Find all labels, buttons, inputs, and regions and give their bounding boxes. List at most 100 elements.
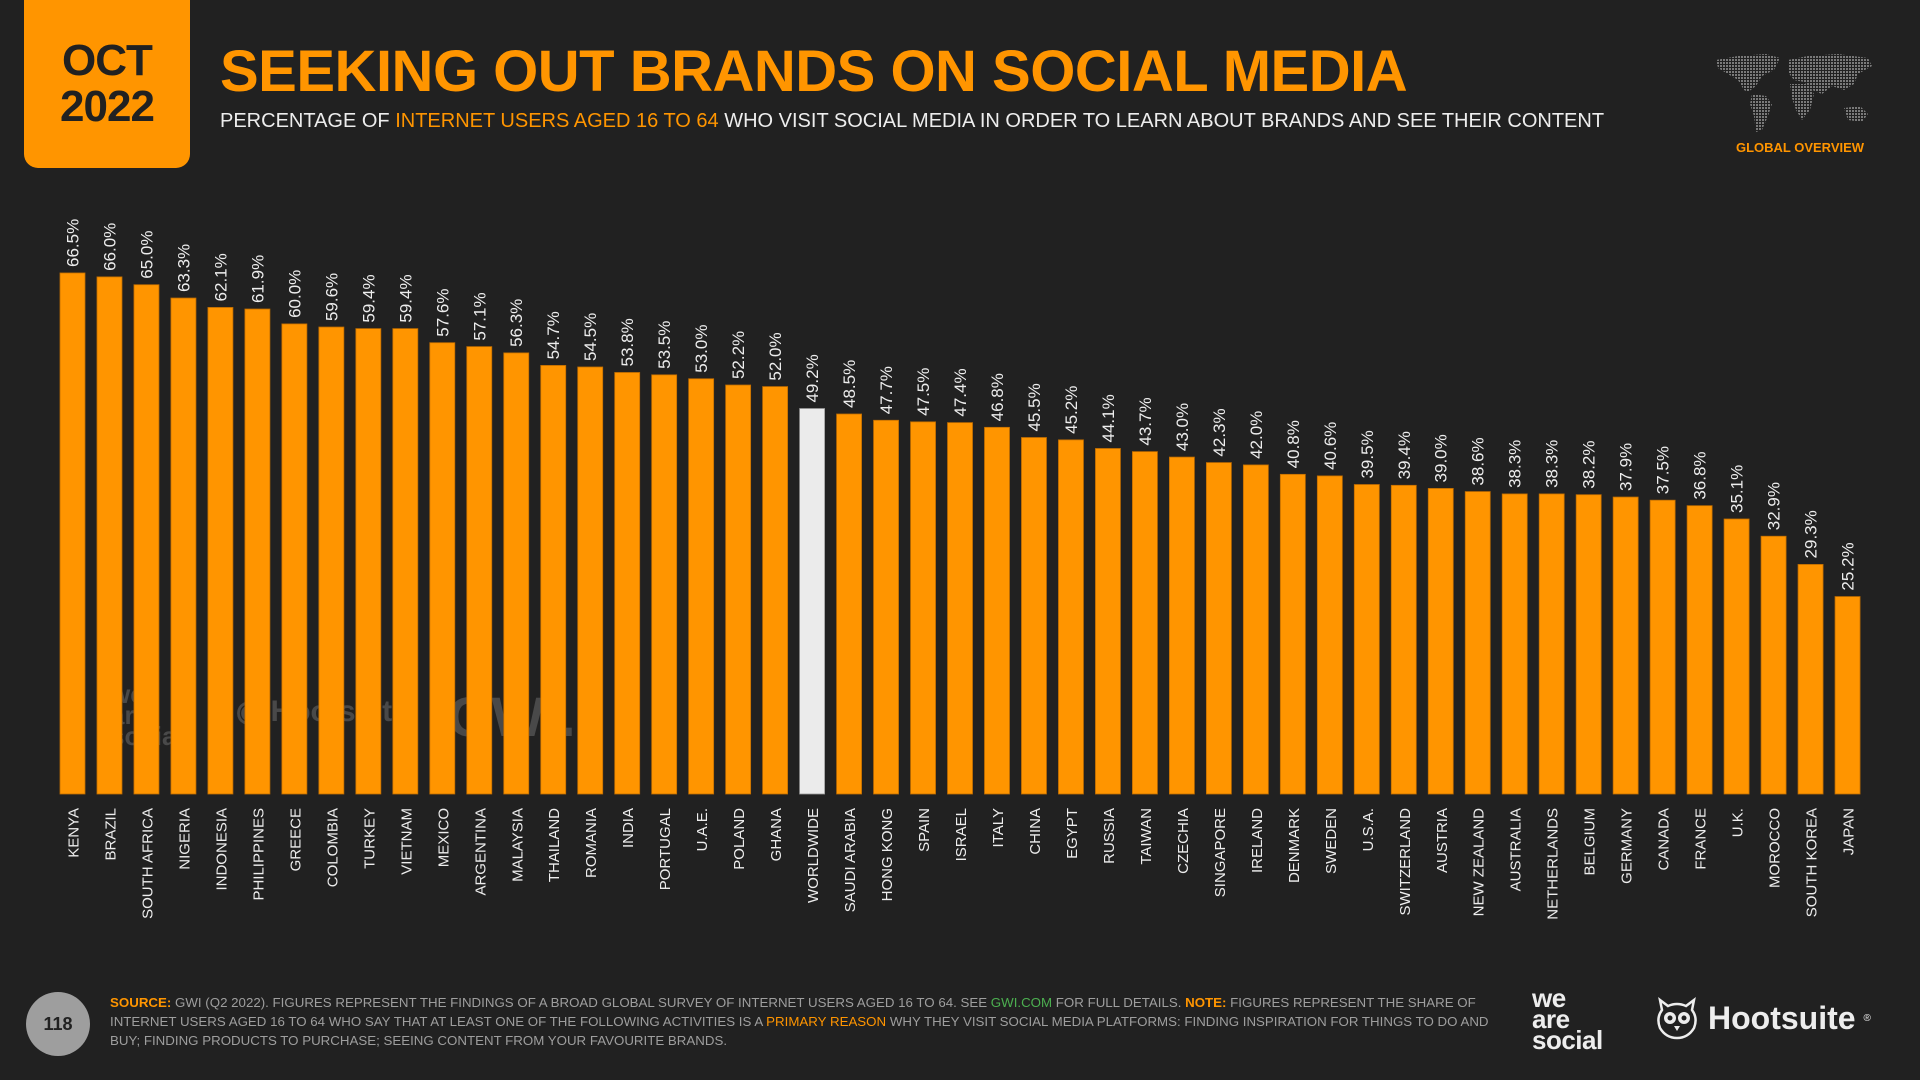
category-label: JAPAN [1841, 808, 1858, 855]
bar-u-a-e [688, 378, 715, 795]
category-label: SWITZERLAND [1397, 808, 1414, 916]
value-label: 38.6% [1469, 437, 1488, 485]
value-label: 44.1% [1099, 394, 1118, 442]
bar-indonesia [207, 307, 234, 795]
category-label: RUSSIA [1101, 808, 1118, 864]
bar-austria [1427, 488, 1454, 795]
hootsuite-logo: Hootsuite ® [1654, 996, 1871, 1040]
value-label: 38.2% [1580, 440, 1599, 488]
bar-new-zealand [1464, 491, 1491, 795]
category-label: MALAYSIA [509, 808, 526, 882]
value-label: 37.5% [1654, 446, 1673, 494]
bar-russia [1095, 448, 1121, 795]
value-label: 29.3% [1802, 510, 1821, 558]
bar-denmark [1279, 473, 1306, 795]
category-label: SWEDEN [1323, 808, 1340, 874]
value-label: 46.8% [988, 373, 1007, 421]
value-label: 59.4% [396, 274, 415, 322]
value-label: 43.0% [1173, 403, 1192, 451]
category-label: NIGERIA [176, 808, 193, 870]
category-label: CANADA [1656, 808, 1673, 871]
page-title: SEEKING OUT BRANDS ON SOCIAL MEDIA [220, 39, 1408, 104]
category-label: U.S.A. [1360, 808, 1377, 851]
category-label: SOUTH AFRICA [139, 808, 156, 919]
bar-morocco [1760, 535, 1787, 795]
bar-japan [1834, 596, 1861, 795]
value-label: 32.9% [1765, 482, 1784, 530]
category-label: SPAIN [916, 808, 933, 852]
bar-u-k [1723, 518, 1750, 795]
value-label: 45.5% [1025, 383, 1044, 431]
bar-nigeria [170, 297, 197, 795]
category-label: GHANA [768, 808, 785, 861]
category-label: AUSTRIA [1434, 808, 1451, 873]
bar-worldwide [799, 408, 825, 795]
category-label: ISRAEL [953, 808, 970, 861]
bar-mexico [429, 342, 456, 795]
source-label: SOURCE: [110, 995, 172, 1010]
bar-ghana [762, 386, 789, 795]
bar-south-africa [133, 284, 160, 795]
category-label: DENMARK [1286, 808, 1303, 883]
category-label: INDIA [620, 808, 637, 848]
value-label: 49.2% [803, 354, 822, 402]
bar-turkey [355, 328, 382, 795]
category-label: BRAZIL [102, 808, 119, 861]
value-label: 42.0% [1247, 411, 1266, 459]
value-label: 35.1% [1728, 465, 1747, 513]
value-label: 62.1% [211, 253, 230, 301]
category-label: WORLDWIDE [805, 808, 822, 903]
category-label: U.K. [1730, 808, 1747, 837]
category-label: CHINA [1027, 808, 1044, 855]
bar-chart: 66.5% KENYA 66.0% BRAZIL 65.0% SOUTH AFRICA 63… [59, 219, 1861, 920]
category-label: KENYA [66, 808, 83, 858]
category-label: FRANCE [1693, 808, 1710, 870]
category-label: NEW ZEALAND [1471, 808, 1488, 917]
bar-vietnam [392, 328, 419, 795]
bar-czechia [1169, 456, 1195, 795]
note-highlight: PRIMARY REASON [766, 1014, 887, 1029]
category-label: AUSTRALIA [1508, 808, 1525, 891]
value-label: 56.3% [507, 299, 526, 347]
value-label: 47.5% [914, 368, 933, 416]
value-label: 65.0% [137, 231, 156, 279]
value-label: 39.4% [1395, 431, 1414, 479]
category-label: SOUTH KOREA [1804, 808, 1821, 917]
bar-philippines [244, 308, 271, 795]
date-badge: OCT 2022 [24, 0, 190, 168]
value-label: 38.3% [1506, 440, 1525, 488]
value-label: 25.2% [1839, 542, 1858, 590]
bar-saudi-arabia [836, 413, 862, 795]
category-label: GERMANY [1619, 808, 1636, 884]
bar-israel [947, 422, 973, 795]
value-label: 38.3% [1543, 440, 1562, 488]
bar-canada [1649, 499, 1676, 795]
bar-australia [1501, 493, 1528, 795]
date-year: 2022 [60, 82, 155, 131]
value-label: 45.2% [1062, 386, 1081, 434]
category-label: MOROCCO [1767, 808, 1784, 888]
value-label: 43.7% [1136, 397, 1155, 445]
subtitle-pre: PERCENTAGE OF [220, 110, 396, 132]
bar-spain [910, 421, 936, 795]
category-label: POLAND [731, 808, 748, 870]
category-label: THAILAND [546, 808, 563, 882]
category-label: HONG KONG [879, 808, 896, 901]
bar-netherlands [1538, 493, 1565, 795]
section-label: GLOBAL OVERVIEW [1735, 140, 1865, 155]
bar-greece [281, 323, 308, 795]
value-label: 39.0% [1432, 434, 1451, 482]
page-number: 118 [26, 992, 90, 1056]
source-link[interactable]: GWI.COM [990, 995, 1053, 1010]
date-month: OCT [62, 36, 153, 85]
value-label: 63.3% [174, 244, 193, 292]
category-label: IRELAND [1249, 808, 1266, 873]
value-label: 59.6% [322, 273, 341, 321]
note-label: NOTE: [1185, 995, 1227, 1010]
bar-u-s-a [1353, 484, 1380, 795]
value-label: 57.1% [470, 292, 489, 340]
category-label: ARGENTINA [472, 808, 489, 896]
category-label: BELGIUM [1582, 808, 1599, 876]
value-label: 54.5% [581, 313, 600, 361]
bar-egypt [1058, 439, 1084, 795]
